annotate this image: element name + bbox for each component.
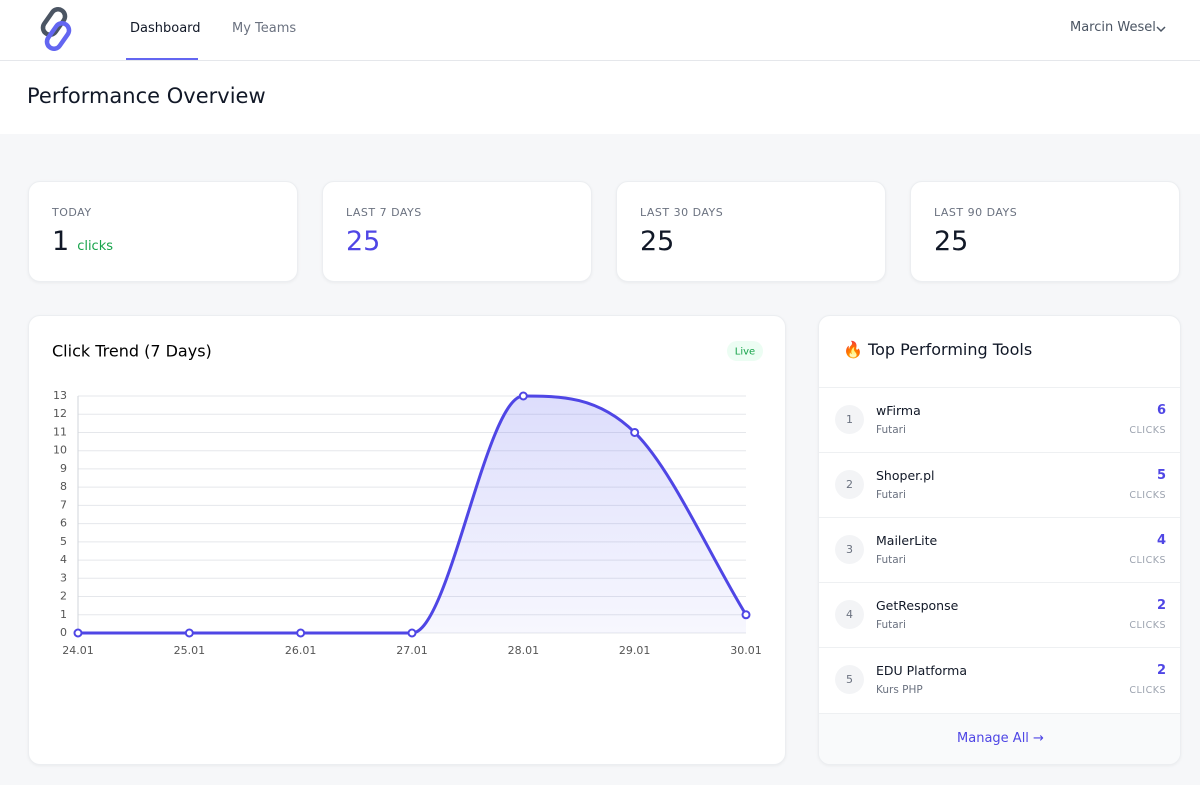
tool-subtitle: Futari	[876, 424, 906, 436]
tool-row[interactable]: 2 Shoper.pl Futari 5 CLICKS	[819, 452, 1180, 517]
tool-clicks: 2	[1156, 598, 1166, 613]
y-tick-label: 13	[53, 389, 67, 402]
tool-clicks: 2	[1156, 663, 1166, 678]
tool-row[interactable]: 5 EDU Platforma Kurs PHP 2 CLICKS	[819, 647, 1180, 712]
fire-icon: 🔥	[843, 340, 863, 359]
stat-card: LAST 90 DAYS 25	[910, 181, 1180, 282]
tool-subtitle: Futari	[876, 489, 906, 501]
stat-value: 25	[346, 226, 380, 257]
y-tick-label: 9	[60, 462, 67, 475]
stat-card: LAST 30 DAYS 25	[616, 181, 886, 282]
point	[73, 628, 83, 638]
tool-name: wFirma	[876, 403, 921, 418]
tool-subtitle: Futari	[876, 619, 906, 631]
tool-rank: 2	[835, 470, 864, 499]
tool-name: EDU Platforma	[876, 663, 968, 678]
y-tick-label: 3	[60, 571, 67, 584]
chart: Click Trend (7 Days) Live 01234567891011…	[52, 341, 763, 657]
x-tick-label: 26.01	[285, 644, 317, 657]
tool-name: GetResponse	[876, 598, 959, 613]
chevron-icon	[1156, 26, 1166, 33]
stat-card: TODAY 1 clicks	[28, 181, 298, 282]
live-badge-text: Live	[735, 347, 755, 358]
tool-name: MailerLite	[876, 533, 938, 548]
point	[407, 628, 417, 638]
x-tick-label: 24.01	[62, 644, 94, 657]
stat-label: LAST 30 DAYS	[640, 206, 724, 219]
stat-unit: clicks	[77, 239, 114, 254]
y-tick-label: 2	[60, 590, 67, 603]
tool-clicks-unit: CLICKS	[1129, 555, 1166, 566]
tool-name: Shoper.pl	[876, 468, 935, 483]
tool-subtitle: Futari	[876, 554, 906, 566]
stat-card: LAST 7 DAYS 25	[322, 181, 592, 282]
tools-title: 🔥 Top Performing Tools	[843, 340, 1032, 359]
stat-value: 25	[640, 226, 674, 257]
x-tick-label: 30.01	[730, 644, 762, 657]
y-tick-label: 11	[53, 425, 67, 438]
tool-rank: 4	[835, 600, 864, 629]
nav-link[interactable]: Dashboard	[130, 21, 201, 36]
tool-row[interactable]: 3 MailerLite Futari 4 CLICKS	[819, 517, 1180, 582]
stat-value: 1 clicks	[52, 226, 113, 257]
x-tick-label: 25.01	[174, 644, 206, 657]
chart-card: Click Trend (7 Days) Live 0 1 2 3 4 5 6 7 8 9 10 11…	[28, 315, 786, 765]
tool-clicks-unit: CLICKS	[1129, 685, 1166, 696]
point	[630, 427, 640, 437]
tools-footer	[819, 713, 1180, 764]
stat-label: TODAY	[52, 206, 92, 219]
point	[518, 391, 528, 401]
nav-active-indicator	[126, 58, 198, 60]
area	[78, 396, 746, 633]
y-tick-label: 1	[60, 608, 67, 621]
stat-number: 25	[934, 226, 969, 257]
navbar: Dashboard My Teams Marcin Wesel	[0, 0, 1200, 61]
tool-clicks-unit: CLICKS	[1129, 490, 1166, 501]
tool-clicks: 4	[1156, 533, 1166, 548]
point	[184, 628, 194, 638]
y-tick-label: 10	[53, 444, 67, 457]
tool-row[interactable]: 1 wFirma Futari 6 CLICKS	[819, 387, 1180, 452]
tool-clicks: 6	[1156, 403, 1166, 418]
user-name: Marcin Wesel	[1070, 20, 1156, 35]
live-badge	[727, 341, 763, 361]
tool-clicks-unit: CLICKS	[1129, 620, 1166, 631]
line	[78, 394, 748, 635]
y-tick-label: 0	[60, 626, 67, 639]
tool-clicks-unit: CLICKS	[1129, 425, 1166, 436]
y-tick-label: 7	[60, 498, 67, 511]
stat-number: 1	[52, 226, 70, 257]
stat-label: LAST 90 DAYS	[934, 206, 1018, 219]
stat-number: 25	[640, 226, 675, 257]
page-header: Performance Overview	[0, 61, 1200, 134]
chart-title: Click Trend (7 Days)	[52, 342, 212, 361]
tool-row[interactable]: 4 GetResponse Futari 2 CLICKS	[819, 582, 1180, 647]
point	[741, 610, 751, 620]
tool-clicks: 5	[1156, 468, 1166, 483]
tools-card: 🔥 Top Performing Tools Manage All → 1 wFi…	[818, 315, 1181, 765]
y-tick-label: 5	[60, 535, 67, 548]
y-tick-label: 4	[60, 553, 67, 566]
stat-number: 25	[346, 226, 381, 257]
tool-rank: 3	[835, 535, 864, 564]
x-tick-label: 27.01	[396, 644, 428, 657]
y-tick-label: 6	[60, 517, 67, 530]
tool-subtitle: Kurs PHP	[876, 684, 923, 696]
stat-label: LAST 7 DAYS	[346, 206, 422, 219]
x-tick-label: 29.01	[619, 644, 651, 657]
manage-all-link[interactable]: Manage All →	[957, 731, 1044, 746]
tool-rank: 5	[835, 665, 864, 694]
tool-rank: 1	[835, 405, 864, 434]
stat-value: 25	[934, 226, 968, 257]
logo[interactable]	[38, 6, 78, 54]
y-tick-label: 8	[60, 480, 67, 493]
page-title: Performance Overview	[27, 84, 266, 108]
tools-title-text: Top Performing Tools	[868, 340, 1033, 359]
x-tick-label: 28.01	[508, 644, 540, 657]
user-menu[interactable]: Marcin Wesel	[1070, 20, 1156, 35]
y-tick-label: 12	[53, 407, 67, 420]
nav-link[interactable]: My Teams	[232, 21, 297, 36]
point	[296, 628, 306, 638]
